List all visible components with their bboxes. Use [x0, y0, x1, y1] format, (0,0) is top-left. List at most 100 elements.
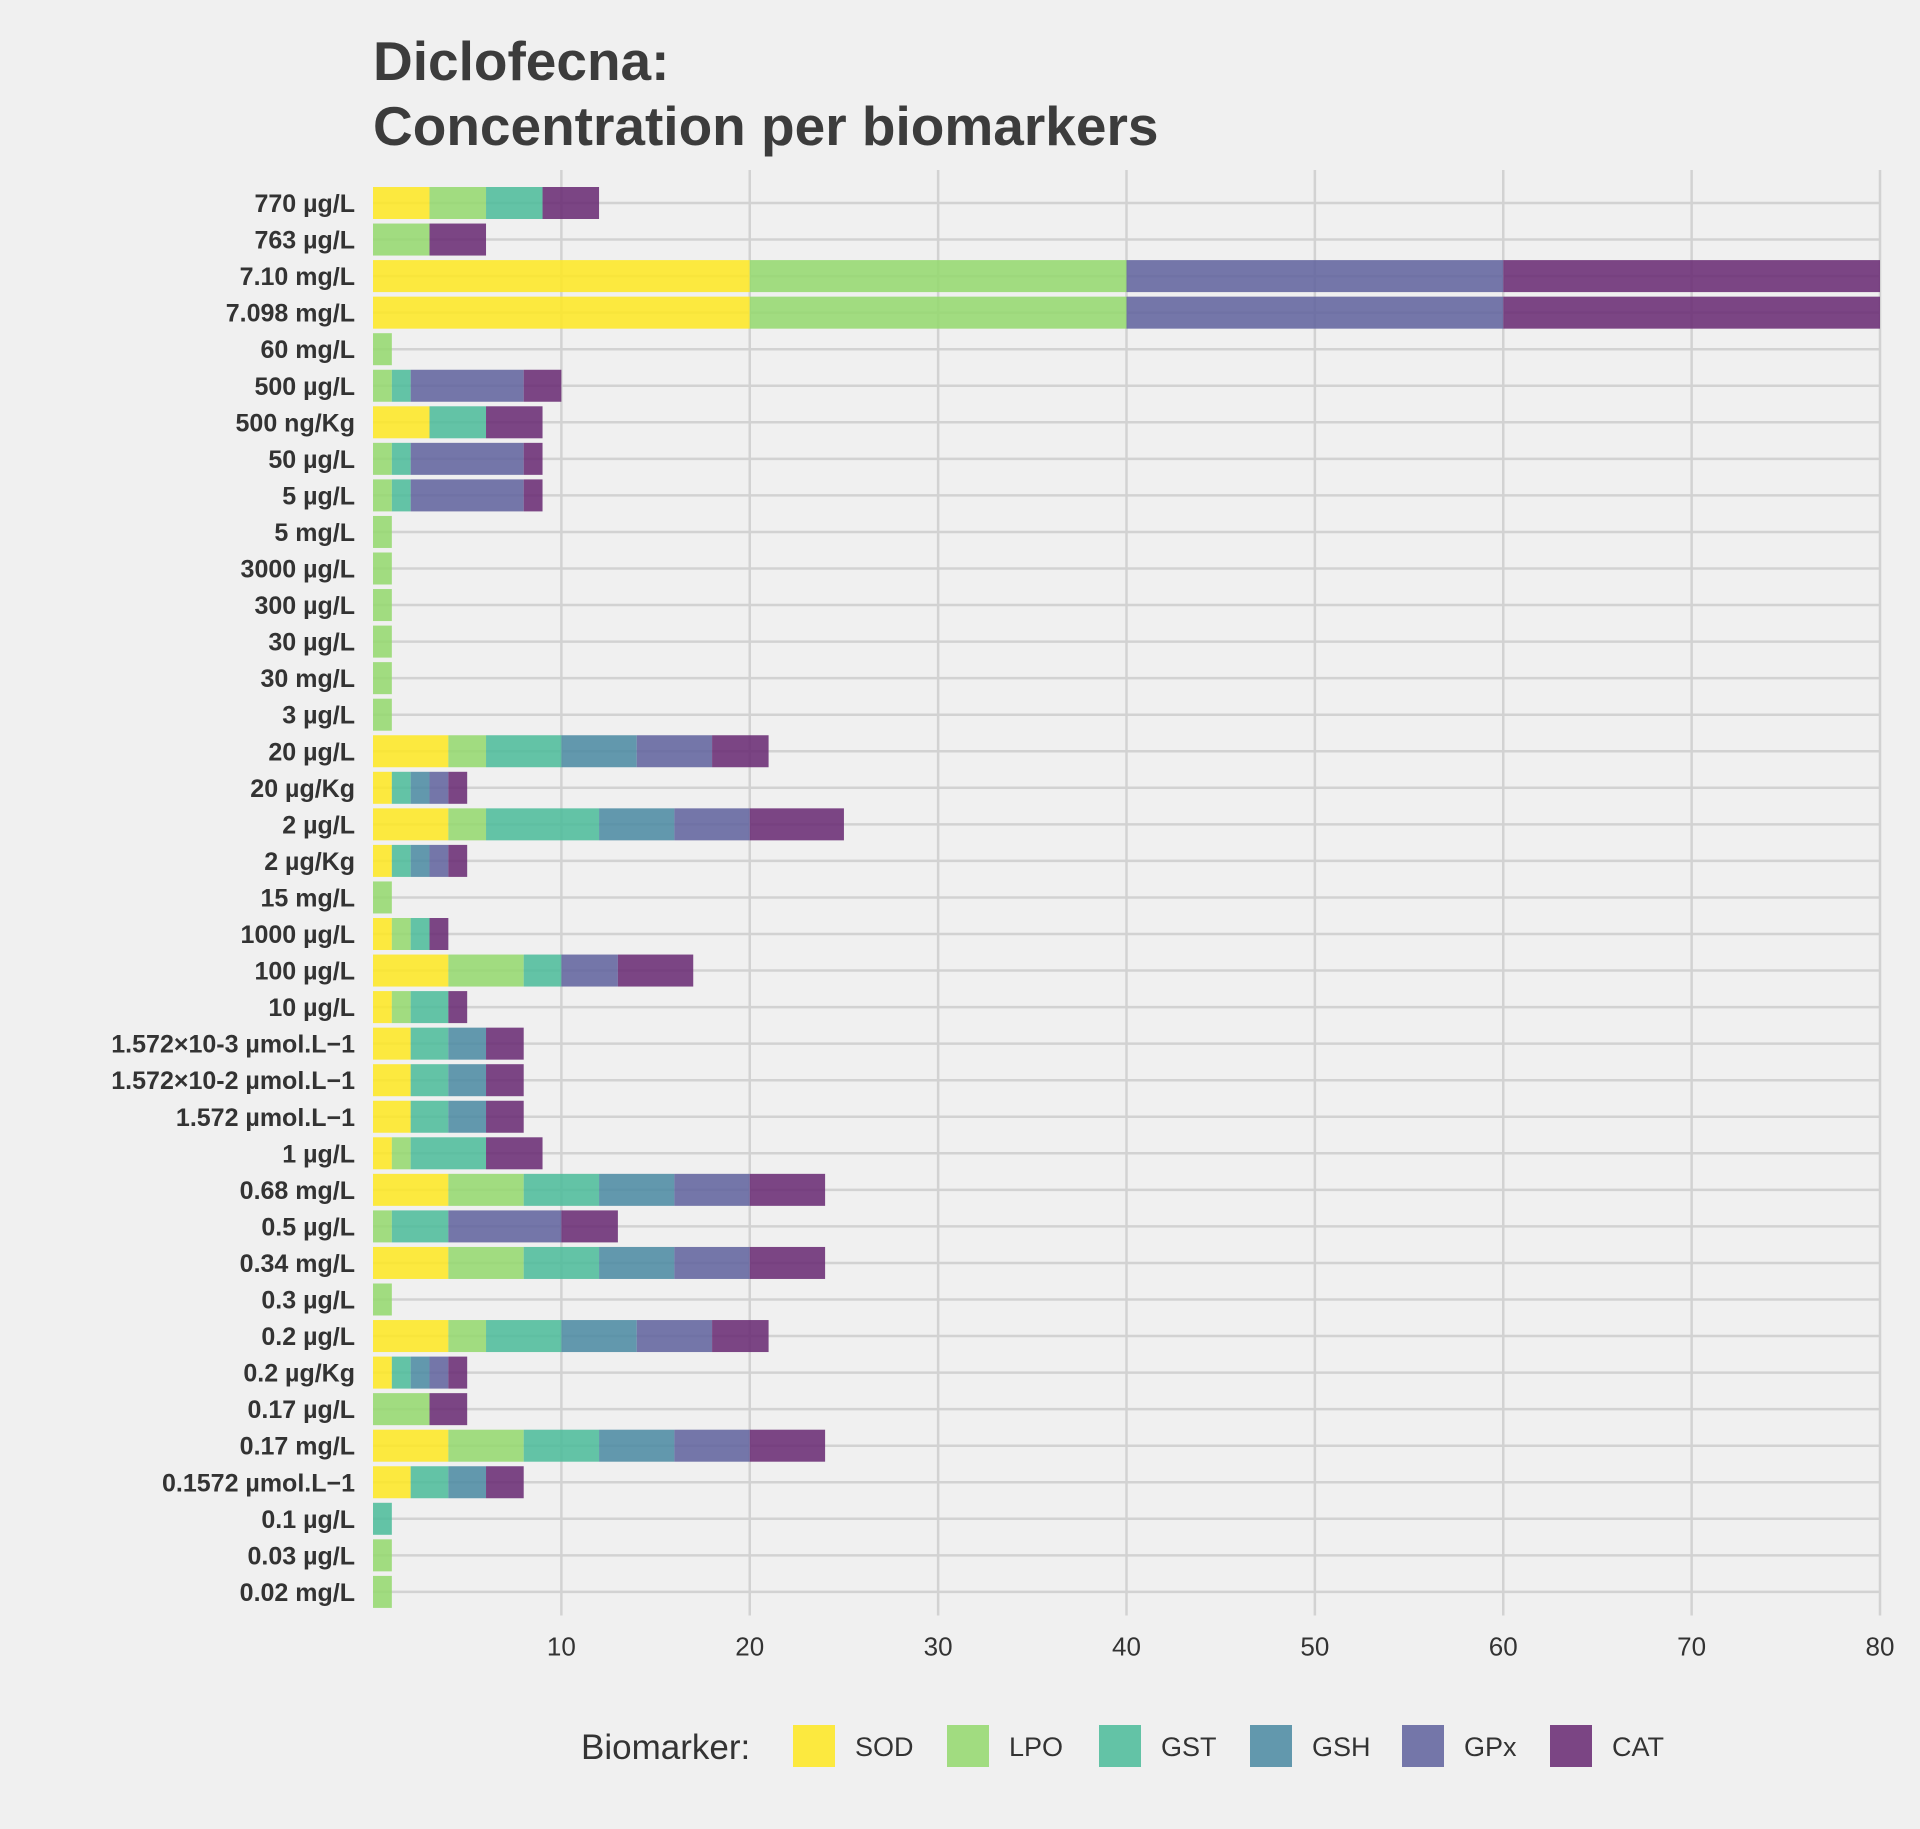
bar-lpo-12 [373, 625, 392, 658]
bar-sod-3 [373, 296, 750, 329]
category-label-24: 1.572×10-2 µmol.L−1 [111, 1067, 355, 1095]
bar-gpx-18 [429, 844, 449, 877]
bar-gst-31 [486, 1320, 562, 1353]
legend-label-gsh: GSH [1312, 1732, 1371, 1762]
bar-gst-20 [410, 918, 430, 950]
bar-gst-15 [486, 735, 562, 768]
bar-lpo-30 [373, 1283, 392, 1316]
bar-sod-21 [373, 954, 449, 987]
bar-cat-3 [1503, 296, 1880, 329]
bar-lpo-31 [448, 1320, 487, 1353]
bar-sod-34 [373, 1429, 449, 1462]
bar-sod-27 [373, 1173, 449, 1206]
legend-key-gsh [1250, 1725, 1292, 1767]
category-labels: 770 µg/L 763 µg/L 7.10 mg/L 7.098 mg/L 60 mg… [111, 190, 355, 1607]
x-tick-label-4: 50 [1300, 1631, 1329, 1661]
category-label-1: 763 µg/L [254, 227, 355, 255]
bar-gst-25 [410, 1100, 449, 1133]
bar-gsh-35 [448, 1466, 487, 1499]
bar-gpx-27 [674, 1173, 750, 1206]
bar-cat-5 [523, 369, 562, 402]
bar-sod-16 [373, 771, 392, 804]
legend-key-gpx [1402, 1725, 1444, 1767]
bar-gsh-31 [561, 1320, 637, 1353]
bar-lpo-20 [391, 918, 411, 950]
bar-cat-6 [486, 406, 543, 439]
category-label-38: 0.02 mg/L [240, 1579, 355, 1607]
bar-sod-15 [373, 735, 449, 768]
bar-gpx-5 [410, 369, 524, 402]
category-label-27: 0.68 mg/L [240, 1177, 355, 1205]
bar-lpo-33 [373, 1393, 430, 1426]
bar-lpo-7 [373, 442, 392, 475]
bar-lpo-8 [373, 479, 392, 512]
category-label-17: 2 µg/L [282, 811, 355, 839]
bar-sod-31 [373, 1320, 449, 1353]
category-label-29: 0.34 mg/L [240, 1250, 355, 1278]
category-label-36: 0.1 µg/L [261, 1506, 355, 1534]
bar-gsh-27 [599, 1173, 675, 1206]
bar-gst-5 [391, 369, 411, 402]
bar-cat-32 [448, 1356, 468, 1389]
bar-cat-8 [523, 479, 543, 512]
bar-cat-35 [486, 1466, 524, 1499]
bar-lpo-22 [391, 991, 411, 1024]
category-label-0: 770 µg/L [254, 190, 355, 218]
bar-cat-1 [429, 223, 487, 256]
bar-gst-36 [373, 1502, 392, 1535]
category-label-34: 0.17 mg/L [240, 1433, 355, 1461]
bar-lpo-5 [373, 369, 392, 402]
bar-gpx-16 [429, 771, 449, 804]
x-tick-label-3: 40 [1112, 1631, 1141, 1661]
bar-lpo-13 [373, 662, 392, 695]
category-label-3: 7.098 mg/L [226, 300, 355, 328]
legend-key-sod [793, 1725, 835, 1767]
bar-gpx-15 [636, 735, 713, 768]
bar-sod-32 [373, 1356, 392, 1389]
category-label-32: 0.2 µg/Kg [243, 1360, 355, 1388]
bar-gpx-34 [674, 1429, 750, 1462]
bar-gst-23 [410, 1027, 449, 1060]
category-label-35: 0.1572 µmol.L−1 [162, 1469, 355, 1497]
bar-lpo-11 [373, 589, 392, 622]
bar-lpo-1 [373, 223, 430, 256]
bar-gst-35 [410, 1466, 449, 1499]
bar-gpx-21 [561, 954, 618, 987]
bar-cat-23 [486, 1027, 524, 1060]
bar-gpx-7 [410, 442, 524, 475]
bar-gst-8 [391, 479, 411, 512]
bar-gst-7 [391, 442, 411, 475]
bar-gsh-16 [410, 771, 430, 804]
category-label-20: 1000 µg/L [241, 921, 355, 949]
bar-gst-18 [391, 844, 411, 877]
bar-sod-2 [373, 260, 750, 293]
x-axis-tick-labels: 10 20 30 40 50 60 70 80 [547, 1631, 1895, 1661]
bar-cat-31 [712, 1320, 769, 1353]
bar-gpx-31 [636, 1320, 713, 1353]
bar-gst-0 [486, 187, 543, 219]
legend-label-gpx: GPx [1464, 1732, 1517, 1762]
bar-gsh-18 [410, 844, 430, 877]
bar-lpo-10 [373, 552, 392, 585]
bar-gst-16 [391, 771, 411, 804]
bar-gst-29 [523, 1246, 600, 1279]
legend-key-gst [1099, 1725, 1141, 1767]
bar-gsh-17 [599, 808, 675, 841]
bar-sod-25 [373, 1100, 411, 1133]
bar-gst-17 [486, 808, 600, 841]
x-tick-label-5: 60 [1489, 1631, 1518, 1661]
category-label-30: 0.3 µg/L [261, 1287, 355, 1315]
bar-cat-20 [429, 918, 449, 950]
bar-cat-18 [448, 844, 468, 877]
bar-cat-15 [712, 735, 769, 768]
bar-gsh-15 [561, 735, 637, 768]
bar-cat-7 [523, 442, 543, 475]
category-label-26: 1 µg/L [282, 1140, 355, 1168]
bar-lpo-21 [448, 954, 524, 987]
bar-gpx-17 [674, 808, 750, 841]
legend-label-sod: SOD [855, 1732, 914, 1762]
category-label-16: 20 µg/Kg [250, 775, 355, 803]
bar-lpo-37 [373, 1539, 392, 1572]
x-tick-label-7: 80 [1866, 1631, 1895, 1661]
